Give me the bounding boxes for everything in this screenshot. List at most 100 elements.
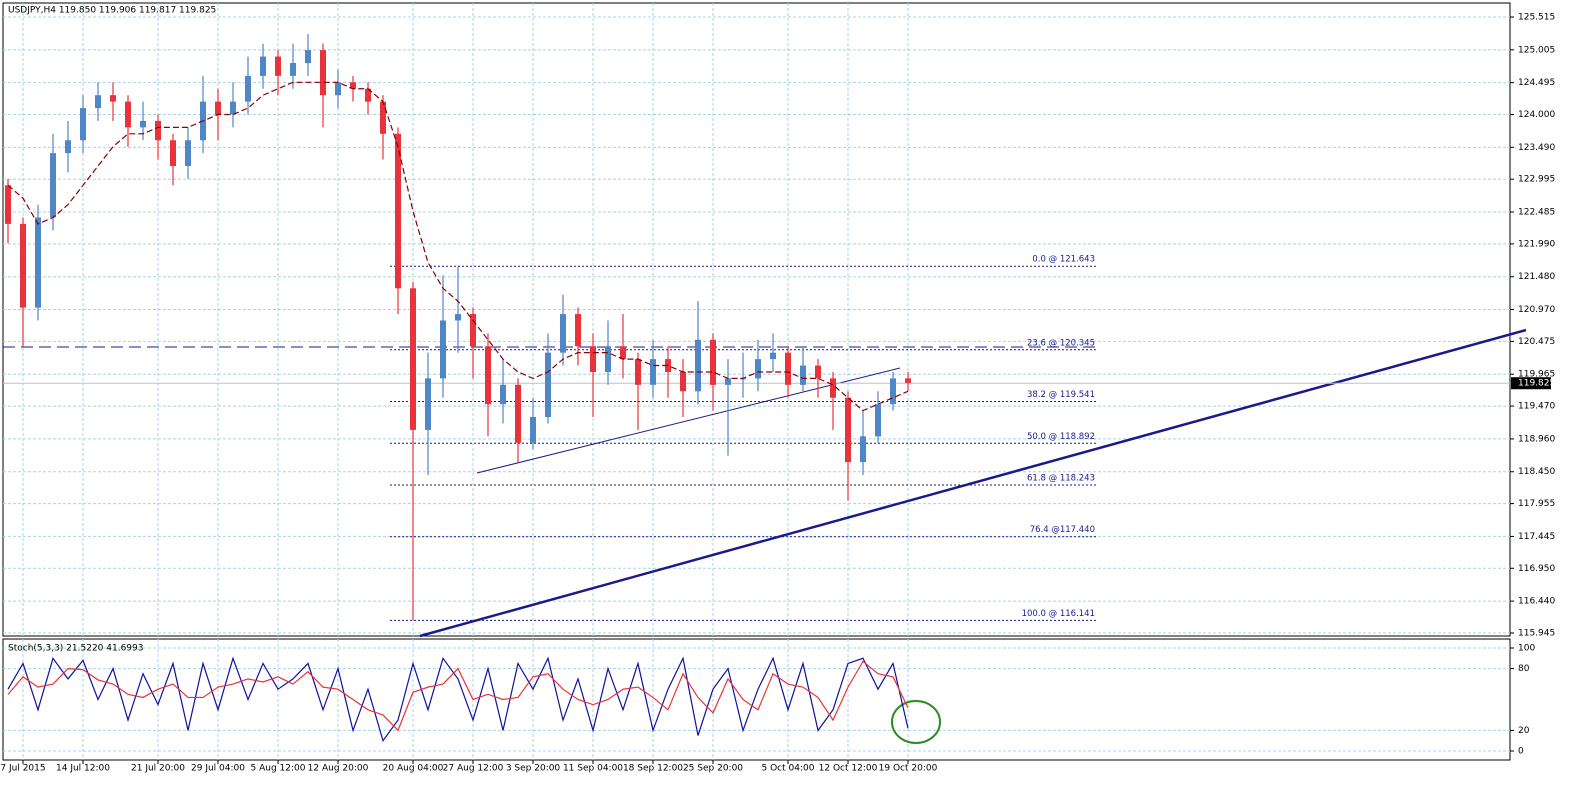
candle-body — [215, 101, 221, 115]
candle-body — [845, 397, 851, 463]
candle-body — [170, 140, 176, 166]
trend-line-major — [419, 328, 1527, 638]
y-tick-label: 121.480 — [1518, 272, 1555, 282]
candle-body — [695, 339, 701, 392]
stoch-line — [7, 656, 909, 743]
price-panel — [2, 2, 1511, 637]
candle-body — [440, 320, 446, 379]
candle-body — [875, 404, 881, 437]
candle-body — [20, 223, 26, 308]
x-tick-label: 3 Sep 20:00 — [506, 764, 561, 774]
y-tick-label: 100 — [1518, 643, 1535, 653]
candle-body — [905, 378, 911, 383]
candle-body — [485, 346, 491, 405]
candle-body — [110, 95, 116, 102]
y-tick-label: 120.970 — [1518, 305, 1555, 315]
candle-body — [680, 371, 686, 392]
candle-body — [830, 378, 836, 398]
candle-body — [725, 378, 731, 385]
candle-body — [140, 120, 146, 128]
candle-body — [530, 417, 536, 443]
candle-body — [500, 384, 506, 405]
x-tick-label: 18 Sep 12:00 — [623, 764, 683, 774]
candle-body — [305, 50, 311, 64]
candle-body — [260, 56, 266, 76]
y-tick-label: 122.485 — [1518, 208, 1555, 218]
fib-label: 23.6 @ 120.345 — [1027, 338, 1095, 348]
x-tick-label: 19 Oct 20:00 — [879, 764, 938, 774]
candle-body — [590, 346, 596, 372]
candle-body — [755, 359, 761, 379]
candle-body — [560, 314, 566, 353]
y-tick-label: 117.955 — [1518, 499, 1555, 509]
candle-body — [230, 101, 236, 115]
y-tick-label: 119.470 — [1518, 402, 1555, 412]
fib-label: 100.0 @ 116.141 — [1022, 609, 1095, 619]
candle-body — [5, 185, 11, 224]
candle-body — [650, 359, 656, 385]
y-tick-label: 124.000 — [1518, 110, 1555, 120]
x-tick-label: 27 Aug 12:00 — [443, 764, 504, 774]
y-tick-label: 119.965 — [1518, 370, 1555, 380]
candle-body — [335, 82, 341, 96]
candle-body — [185, 140, 191, 166]
fib-label: 38.2 @ 119.541 — [1027, 390, 1095, 400]
candle-body — [860, 436, 866, 463]
x-tick-label: 29 Jul 04:00 — [191, 764, 245, 774]
stoch-line — [7, 660, 909, 732]
x-tick-label: 12 Oct 12:00 — [819, 764, 878, 774]
stoch-label: Stoch(5,3,3) 21.5220 41.6993 — [8, 644, 143, 654]
candle-body — [125, 101, 131, 128]
y-tick-label: 116.950 — [1518, 564, 1555, 574]
fib-label: 50.0 @ 118.892 — [1027, 432, 1095, 442]
candle-body — [815, 365, 821, 379]
chart-header: USDJPY,H4 119.850 119.906 119.817 119.82… — [8, 6, 216, 16]
y-tick-label: 122.995 — [1518, 175, 1555, 185]
stoch-panel — [2, 638, 1511, 761]
candle-body — [785, 352, 791, 385]
fib-label: 0.0 @ 121.643 — [1032, 255, 1095, 265]
candle-body — [575, 314, 581, 347]
y-tick-label: 123.490 — [1518, 143, 1555, 153]
x-tick-label: 5 Aug 12:00 — [251, 764, 306, 774]
candle-body — [50, 153, 56, 218]
candle-body — [245, 75, 251, 102]
x-tick-label: 14 Jul 12:00 — [56, 764, 110, 774]
candle-body — [290, 63, 296, 76]
candle-body — [605, 346, 611, 372]
candle-body — [455, 314, 461, 321]
y-tick-label: 115.945 — [1518, 628, 1555, 638]
y-tick-label: 124.495 — [1518, 78, 1555, 88]
candle-body — [770, 352, 776, 360]
candle-body — [155, 120, 161, 141]
candle-body — [380, 101, 386, 134]
candle-body — [890, 378, 896, 405]
candle-body — [470, 314, 476, 347]
y-tick-label: 125.005 — [1518, 45, 1555, 55]
x-tick-label: 7 Jul 2015 — [0, 764, 45, 774]
moving-average — [7, 81, 909, 412]
fib-label: 76.4 @117.440 — [1030, 525, 1095, 535]
y-tick-label: 120.475 — [1518, 337, 1555, 347]
y-tick-label: 20 — [1518, 726, 1530, 736]
x-tick-label: 5 Oct 04:00 — [762, 764, 815, 774]
candle-body — [635, 359, 641, 385]
current-price-label: 119.825 — [1518, 379, 1555, 389]
x-tick-label: 25 Sep 20:00 — [683, 764, 743, 774]
candle-body — [620, 346, 626, 360]
y-tick-label: 125.515 — [1518, 12, 1555, 22]
y-tick-label: 116.440 — [1518, 597, 1555, 607]
candle-body — [320, 50, 326, 96]
candle-body — [710, 339, 716, 385]
candle-body — [350, 82, 356, 89]
fib-label: 61.8 @ 118.243 — [1027, 474, 1095, 484]
y-tick-label: 0 — [1518, 746, 1524, 756]
y-tick-label: 118.960 — [1518, 434, 1555, 444]
x-tick-label: 12 Aug 20:00 — [308, 764, 369, 774]
candle-body — [65, 140, 71, 154]
x-tick-label: 21 Jul 20:00 — [131, 764, 185, 774]
y-tick-label: 118.450 — [1518, 467, 1555, 477]
y-tick-label: 80 — [1518, 664, 1530, 674]
y-tick-label: 121.990 — [1518, 239, 1555, 249]
